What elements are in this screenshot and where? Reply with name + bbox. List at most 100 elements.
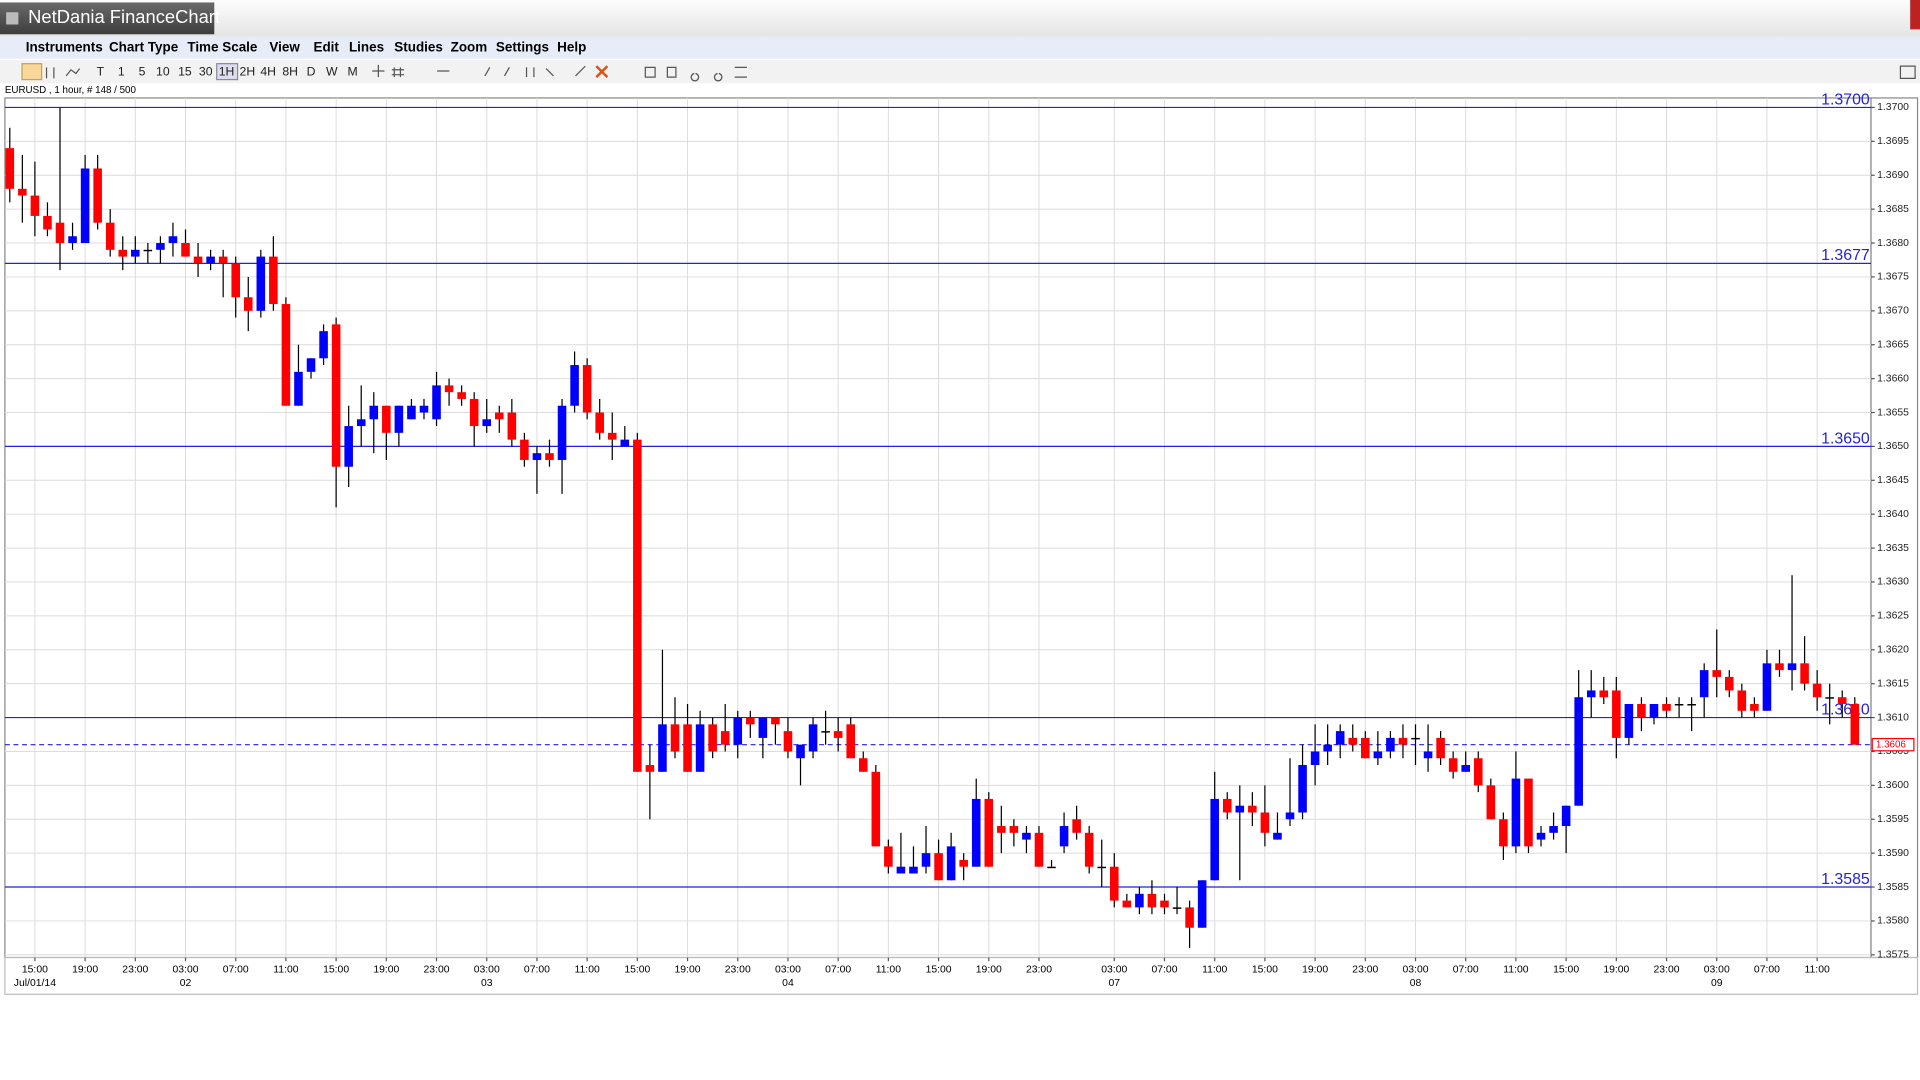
menu-item[interactable]: Time Scale (187, 39, 258, 54)
menu-item[interactable]: Zoom (451, 39, 488, 54)
y-tick-label: 1.3680 (1877, 238, 1909, 249)
candle-body (243, 297, 253, 311)
candle-body (118, 249, 128, 257)
timeframe-button[interactable]: 1 (118, 64, 125, 78)
candle-body (1461, 765, 1470, 772)
candle-body (758, 717, 768, 738)
candle-body (909, 866, 918, 874)
candle-body (319, 331, 328, 359)
candle-body (821, 731, 830, 733)
x-tick-label: 07:00 (1151, 965, 1177, 976)
candle-body (633, 439, 642, 772)
timeframe-button[interactable]: 15 (178, 64, 192, 78)
x-tick-label: 19:00 (976, 965, 1002, 976)
candle-body (1235, 805, 1245, 813)
candle-body (394, 405, 404, 433)
timeframe-button[interactable]: 10 (156, 64, 170, 78)
candle-body (846, 724, 855, 759)
toolbar-button[interactable] (21, 63, 43, 81)
candle-body (55, 222, 65, 244)
timeframe-button[interactable]: D (307, 64, 316, 78)
candle-body (1122, 900, 1132, 908)
candle-body (281, 304, 291, 406)
candle-body (733, 717, 743, 745)
x-tick-label: 15:00 (22, 965, 48, 976)
title-bar (0, 0, 1920, 37)
menu-item[interactable]: Help (557, 39, 586, 54)
x-tick-label: 15:00 (624, 965, 650, 976)
x-tick-label: 15:00 (1252, 965, 1278, 976)
candle-body (1850, 704, 1860, 745)
candle-body (356, 419, 366, 427)
menu-item[interactable]: Edit (313, 39, 339, 54)
title-tab (0, 2, 215, 35)
candle-body (105, 222, 115, 250)
y-tick-label: 1.3590 (1877, 848, 1909, 859)
candle-body (658, 724, 667, 772)
timeframe-button[interactable]: 8H (282, 64, 298, 78)
x-tick-label: 03:00 (775, 965, 801, 976)
y-tick-label: 1.3700 (1877, 102, 1909, 113)
timeframe-button[interactable]: 4H (260, 64, 276, 78)
plot-area (4, 97, 1872, 959)
timeframe-button[interactable]: 5 (139, 64, 146, 78)
x-tick-label: 07:00 (1453, 965, 1479, 976)
y-tick-label: 1.3650 (1877, 441, 1909, 452)
timeframe-button[interactable]: 2H (240, 64, 256, 78)
x-tick-label: 03:00 (173, 965, 199, 976)
candle-body (469, 398, 479, 427)
y-tick-label: 1.3610 (1877, 712, 1909, 723)
candle-body (1511, 778, 1521, 847)
y-tick-label: 1.3625 (1877, 611, 1909, 622)
x-tick-label: 11:00 (273, 965, 298, 976)
menu-item[interactable]: Instruments (26, 39, 103, 54)
menu-item[interactable]: Lines (349, 39, 384, 54)
level-label: 1.3700 (1821, 91, 1870, 108)
x-tick-label: 19:00 (373, 965, 399, 976)
candle-body (620, 439, 630, 447)
menu-item[interactable]: Settings (496, 39, 549, 54)
candle-body (1586, 690, 1596, 698)
candle-body (921, 853, 931, 867)
last-price-label: 1.3606 (1876, 739, 1906, 750)
candle-body (1222, 798, 1232, 813)
x-tick-label: 19:00 (1302, 965, 1328, 976)
y-tick-label: 1.3615 (1877, 678, 1909, 689)
menu-item[interactable]: Chart Type (109, 39, 179, 54)
candle-body (507, 412, 517, 440)
candle-body (1624, 704, 1634, 738)
candle-body (997, 826, 1006, 833)
candle-body (344, 426, 353, 467)
candle-body (482, 419, 492, 427)
candle-body (645, 765, 655, 772)
timeframe-button[interactable]: W (326, 64, 338, 78)
timeframe-button[interactable]: 1H (219, 64, 235, 78)
x-tick-label: 11:00 (876, 965, 901, 976)
candle-body (1536, 832, 1546, 840)
candle-body (294, 371, 303, 406)
candle-body (18, 188, 27, 196)
candle-body (1022, 832, 1031, 840)
date-label: 02 (180, 978, 192, 989)
menu-item[interactable]: View (269, 39, 300, 54)
candle-body (1009, 826, 1019, 833)
candle-body (545, 453, 554, 460)
candle-body (1637, 704, 1646, 718)
candle-body (1473, 758, 1483, 786)
timeframe-button[interactable]: T (97, 64, 105, 78)
candle-body (1812, 683, 1822, 698)
candle-body (1800, 663, 1809, 684)
candle-body (1110, 866, 1119, 901)
x-tick-label: 23:00 (1654, 965, 1680, 976)
timeframe-button[interactable]: 30 (199, 64, 213, 78)
x-tick-label: 11:00 (1503, 965, 1528, 976)
candle-body (871, 771, 881, 847)
date-label: 09 (1711, 978, 1723, 989)
timeframe-button[interactable]: M (348, 64, 358, 78)
candle-body (1323, 744, 1332, 752)
menu-item[interactable]: Studies (394, 39, 443, 54)
candle-body (1034, 832, 1044, 867)
candle-body (984, 798, 994, 867)
candle-body (5, 148, 15, 189)
candle-body (1310, 751, 1320, 766)
